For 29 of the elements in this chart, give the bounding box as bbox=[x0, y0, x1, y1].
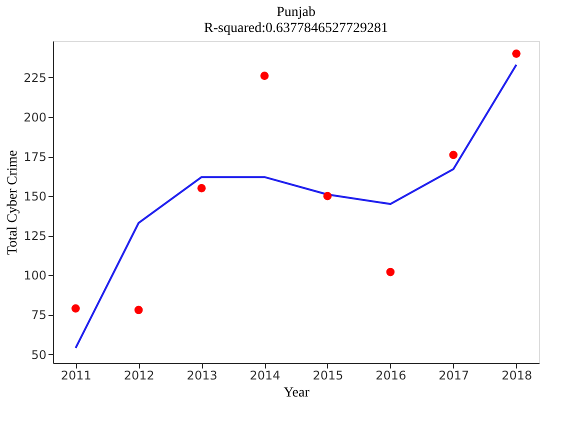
y-tick-label: 100 bbox=[24, 268, 46, 283]
y-tick-label: 175 bbox=[24, 150, 46, 164]
chart-subtitle: R-squared:0.6377846527729281 bbox=[204, 21, 388, 36]
x-tick-label: 2013 bbox=[186, 368, 218, 382]
point bbox=[197, 184, 206, 192]
x-tick-label: 2018 bbox=[502, 368, 532, 382]
y-axis-title: Total Cyber Crime bbox=[6, 150, 21, 255]
point bbox=[260, 72, 269, 80]
y-tick-label: 50 bbox=[31, 348, 46, 362]
point bbox=[71, 304, 80, 313]
point bbox=[134, 306, 143, 314]
x-tick-label: 2015 bbox=[312, 368, 344, 382]
point bbox=[512, 49, 521, 58]
x-axis-title: Year bbox=[284, 386, 310, 400]
chart-title: Punjab bbox=[276, 5, 316, 20]
x-tick-label: 2016 bbox=[376, 368, 406, 382]
y-tick-label: 200 bbox=[24, 110, 46, 124]
line-series bbox=[74, 64, 518, 349]
y-tick-label: 125 bbox=[24, 229, 46, 244]
x-tick-label: 2014 bbox=[250, 368, 280, 382]
y-tick-label: 150 bbox=[24, 190, 46, 204]
point bbox=[449, 150, 458, 160]
point bbox=[323, 192, 332, 200]
point bbox=[386, 268, 395, 276]
x-tick-label: 2017 bbox=[438, 368, 470, 382]
x-tick-label: 2011 bbox=[60, 368, 92, 382]
x-tick-label: 2012 bbox=[124, 368, 154, 382]
y-tick-label: 75 bbox=[31, 308, 46, 322]
y-tick-label: 225 bbox=[24, 70, 46, 85]
